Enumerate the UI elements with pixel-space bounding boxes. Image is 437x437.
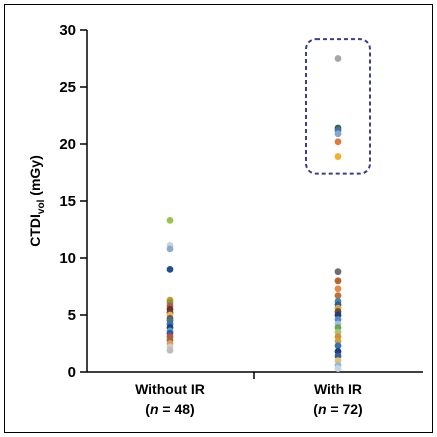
data-point <box>334 365 342 372</box>
y-tick-label: 5 <box>68 307 76 324</box>
data-point <box>334 268 342 276</box>
x-category-label: Without IR <box>135 381 205 397</box>
data-point <box>334 342 342 350</box>
data-point <box>166 245 174 253</box>
count-prefix: ( <box>313 401 318 417</box>
axes <box>86 30 423 379</box>
data-point <box>334 277 342 285</box>
highlight-region <box>305 38 371 175</box>
y-tick-label: 10 <box>59 250 76 267</box>
highlight-box <box>305 38 371 175</box>
y-tick-label: 15 <box>59 193 76 210</box>
count-value: = 72) <box>327 401 363 417</box>
x-category-count: (n = 72) <box>313 401 362 417</box>
data-point <box>334 285 342 293</box>
data-points <box>166 55 342 372</box>
data-point <box>166 266 174 273</box>
data-point <box>334 153 342 160</box>
data-point <box>334 292 342 300</box>
y-axis-title-subscript: vol <box>36 199 47 214</box>
count-value: = 48) <box>159 401 195 417</box>
y-tick-label: 25 <box>59 79 76 96</box>
data-point <box>334 138 342 146</box>
y-tick-label: 20 <box>59 136 76 153</box>
count-symbol: n <box>150 401 159 417</box>
y-ticks: 0 5 10 15 20 25 30 <box>59 22 87 381</box>
data-point <box>166 216 174 224</box>
x-category-labels: Without IR(n = 48)With IR(n = 72) <box>135 381 363 417</box>
count-prefix: ( <box>145 401 150 417</box>
y-axis-title-unit: (mGy) <box>27 155 43 199</box>
y-axis-title: CTDIvol (mGy) <box>27 155 47 246</box>
data-point <box>334 130 342 138</box>
data-point <box>334 55 342 62</box>
chart-frame <box>4 4 433 433</box>
count-symbol: n <box>318 401 327 417</box>
x-category-label: With IR <box>314 381 362 397</box>
data-point <box>166 346 174 354</box>
y-tick-label: 0 <box>68 364 76 381</box>
y-tick-label: 30 <box>59 22 76 39</box>
y-axis-title-main: CTDI <box>27 214 43 247</box>
x-category-count: (n = 48) <box>145 401 194 417</box>
